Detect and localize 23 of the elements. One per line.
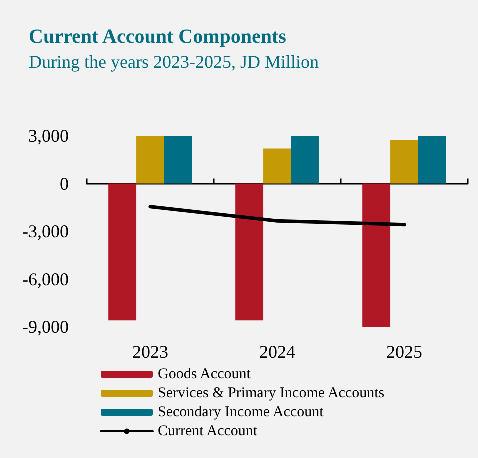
chart-subtitle: During the years 2023-2025, JD Million [29, 52, 319, 72]
bar [362, 184, 391, 327]
chart-title: Current Account Components [29, 26, 287, 48]
legend-label: Secondary Income Account [158, 404, 325, 420]
legend-label: Current Account [158, 424, 258, 440]
bar [236, 184, 264, 321]
y-tick-label: 3,000 [28, 126, 69, 146]
y-tick-label: -9,000 [22, 317, 69, 337]
legend-label: Goods Account [158, 366, 252, 382]
y-tick-label: -6,000 [22, 269, 69, 290]
bar [108, 184, 137, 321]
bar [390, 140, 418, 184]
bar [291, 136, 320, 184]
bar [264, 148, 292, 184]
bar [164, 136, 192, 184]
x-tick-label: 2023 [132, 342, 168, 362]
y-tick-label: 0 [60, 174, 69, 194]
bar [136, 136, 164, 184]
legend-label: Services & Primary Income Accounts [158, 386, 385, 402]
x-tick-label: 2024 [260, 342, 296, 362]
bar [418, 136, 446, 184]
x-tick-label: 2025 [386, 342, 422, 362]
y-tick-label: -3,000 [22, 222, 69, 242]
